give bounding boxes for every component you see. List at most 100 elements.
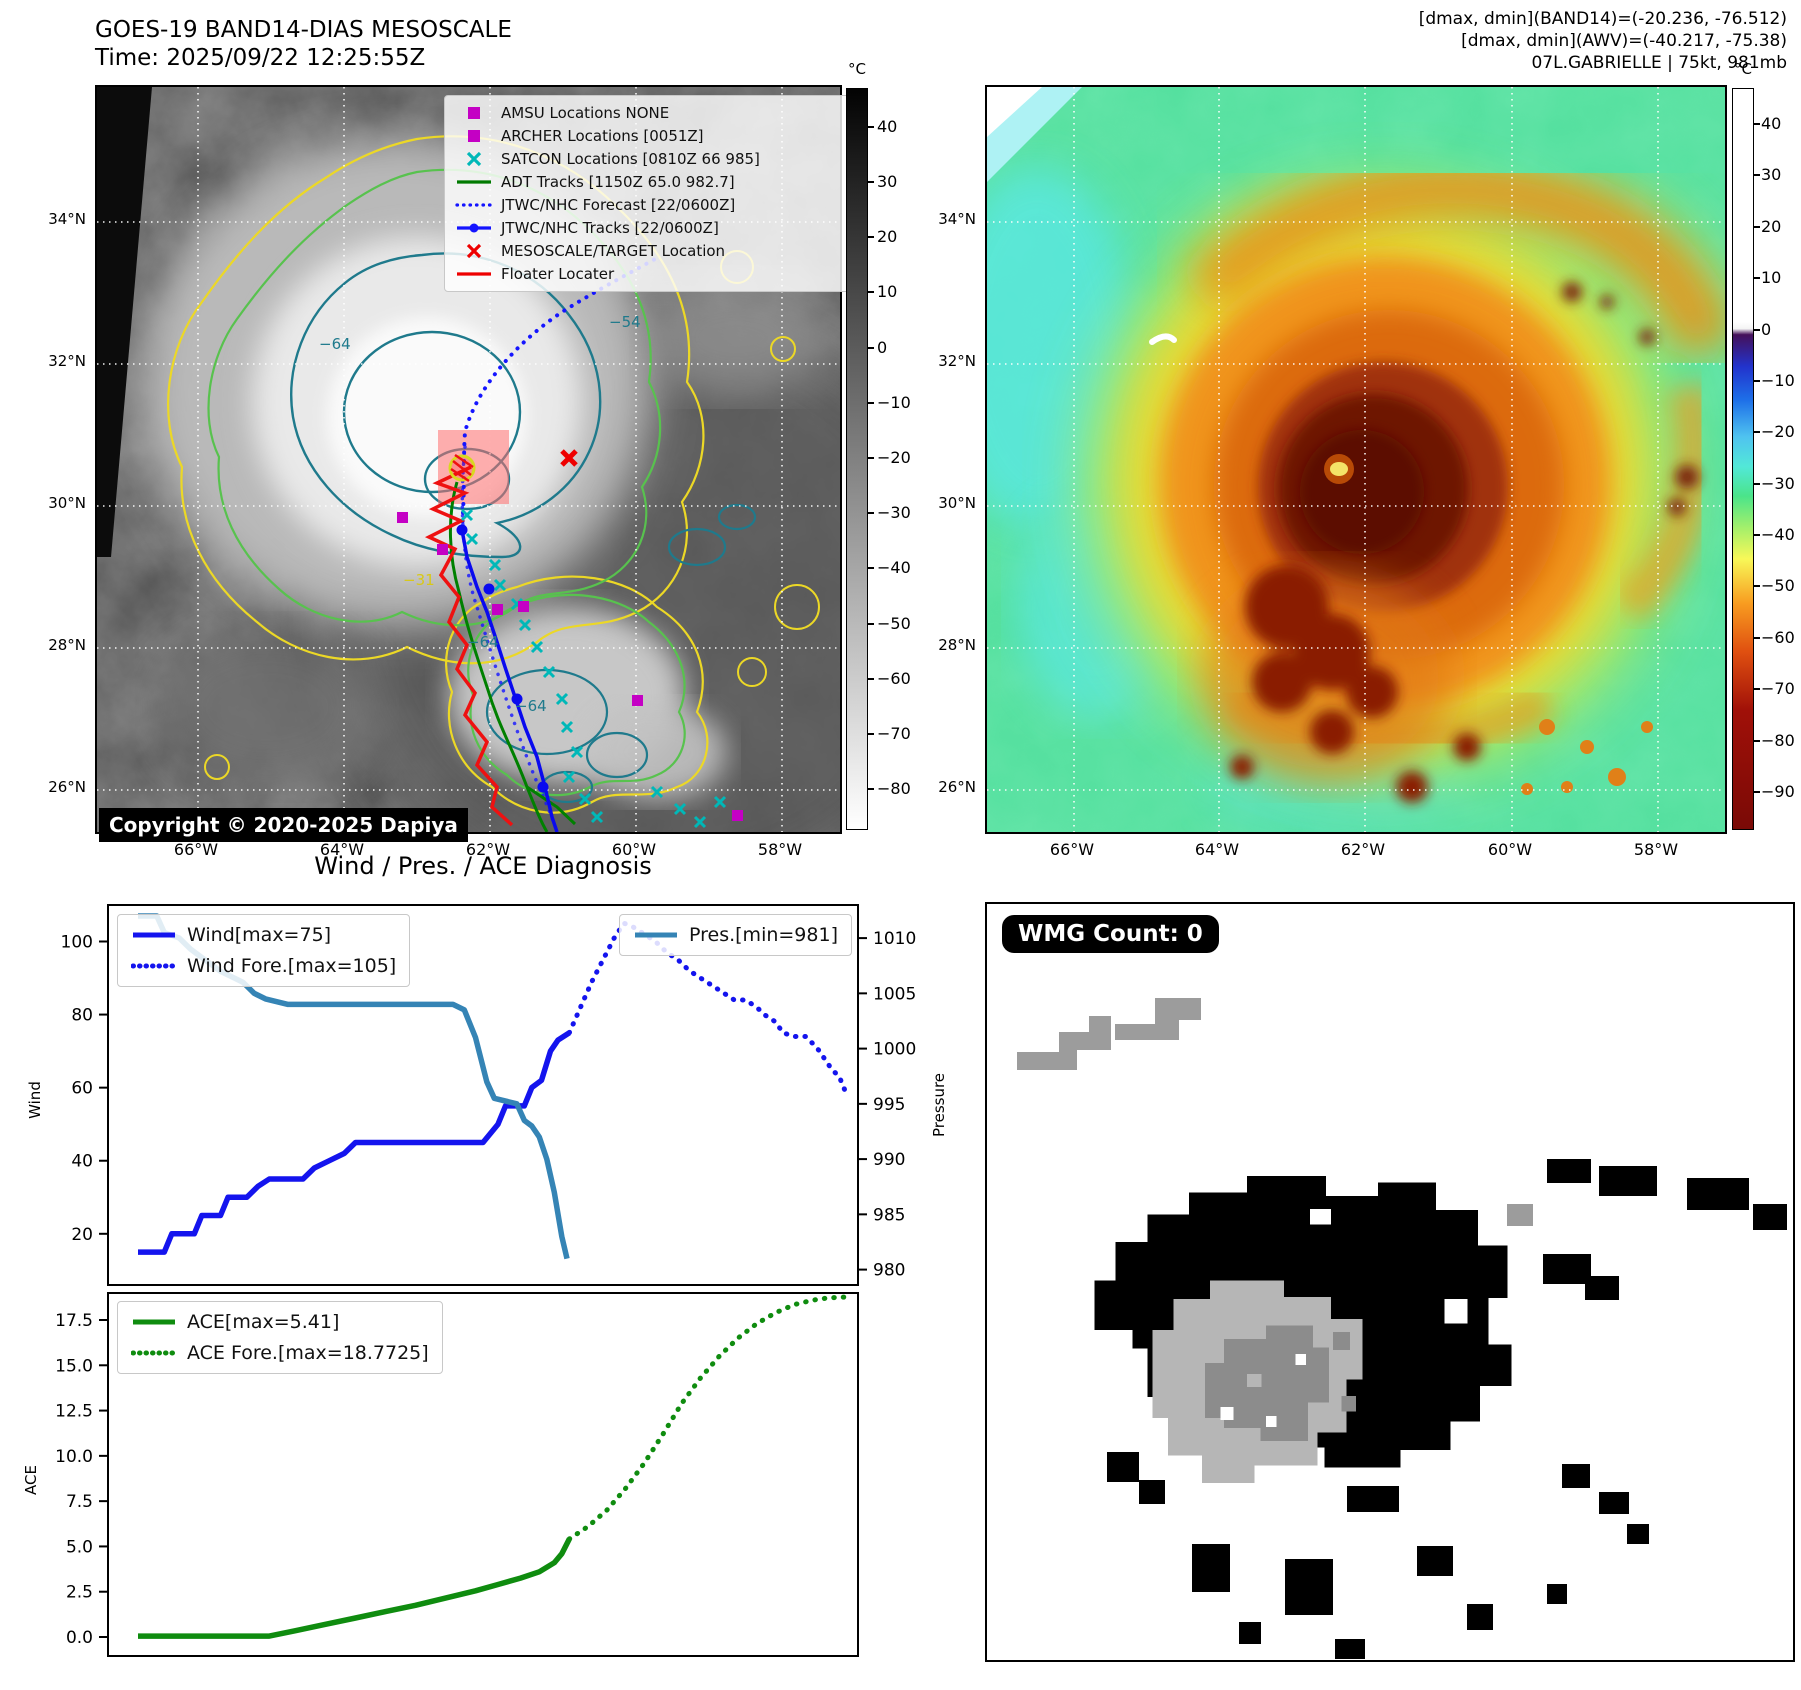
colorbar-tick — [1753, 534, 1760, 537]
lon-label: 66°W — [173, 840, 219, 859]
band14-colorbar — [846, 88, 868, 830]
chart-legend-item: Wind Fore.[max=105] — [131, 955, 396, 977]
enhanced-ir-map-panel — [985, 85, 1727, 834]
x-legend-marker-icon — [466, 151, 482, 167]
y-axis-tick-label: 1005 — [873, 984, 916, 1004]
lat-label: 26°N — [48, 778, 86, 796]
colorbar-tick-label: −30 — [877, 503, 911, 523]
panel2-header: [dmax, dmin](BAND14)=(-20.236, -76.512) … — [1419, 8, 1787, 74]
colorbar-tick — [1753, 431, 1760, 434]
lat-label: 30°N — [938, 494, 976, 512]
y-axis-tick-label: 995 — [873, 1095, 905, 1115]
y-axis-tick-label: 40 — [71, 1152, 93, 1172]
y-axis-tick-label: 7.5 — [66, 1492, 93, 1512]
colorbar-tick-label: 10 — [877, 282, 898, 302]
wmg-count-badge: WMG Count: 0 — [1002, 915, 1219, 953]
chart-legend-item: Wind[max=75] — [131, 924, 396, 946]
colorbar-tick — [867, 622, 874, 625]
contour-label: −54 — [609, 313, 641, 331]
colorbar-tick — [1753, 328, 1760, 331]
graticule-gridlines — [987, 87, 1725, 832]
y-axis-tick-label: 990 — [873, 1150, 905, 1170]
colorbar-tick — [867, 125, 874, 128]
charts-section-title: Wind / Pres. / ACE Diagnosis — [314, 852, 652, 880]
white-cloud-wisp — [1149, 333, 1177, 345]
line-legend-marker-icon — [635, 932, 677, 938]
band14-map-panel: −64 −54 −31 −64 −64 AMSU Locations NONE ARCHE… — [95, 85, 858, 842]
colorbar-tick — [867, 677, 874, 680]
y-axis-tick-label: 60 — [71, 1079, 93, 1099]
lat-label: 32°N — [48, 352, 86, 370]
colorbar-tick — [867, 512, 874, 515]
chart-legend-label: ACE Fore.[max=18.7725] — [187, 1342, 429, 1364]
lon-label: 62°W — [1340, 840, 1386, 859]
legend-item: Floater Locater — [455, 265, 847, 283]
colorbar-tick-label: 30 — [1761, 165, 1782, 185]
wmg-black-mass — [1094, 1176, 1512, 1483]
dotted-legend-marker-icon — [131, 1350, 177, 1356]
colorbar-tick — [867, 788, 874, 791]
legend-item: JTWC/NHC Tracks [22/0600Z] — [455, 219, 847, 237]
legend-item: ADT Tracks [1150Z 65.0 982.7] — [455, 173, 847, 191]
legend-item: MESOSCALE/TARGET Location — [455, 242, 847, 260]
dotted-legend-marker-icon — [455, 203, 493, 207]
lon-label: 58°W — [1633, 840, 1679, 859]
line-legend-marker-icon — [457, 180, 491, 184]
colorbar-unit: °C — [848, 60, 866, 78]
colorbar-unit: °C — [1734, 60, 1752, 78]
contour-label: −64 — [467, 633, 499, 651]
ir-colorbar — [1732, 88, 1754, 830]
legend-item: JTWC/NHC Forecast [22/0600Z] — [455, 196, 847, 214]
contour-label: −64 — [319, 335, 351, 353]
lon-label: 64°W — [1194, 840, 1240, 859]
target-x-marker — [560, 449, 578, 467]
colorbar-tick — [867, 180, 874, 183]
chart-legend: Pres.[min=981] — [619, 914, 852, 956]
colorbar-tick — [1753, 688, 1760, 691]
lat-label: 30°N — [48, 494, 86, 512]
enhanced-ir-satellite-image — [987, 87, 1725, 832]
dmax-dmin-band14: [dmax, dmin](BAND14)=(-20.236, -76.512) — [1418, 9, 1787, 29]
y-axis-tick-label: 1010 — [873, 929, 916, 949]
copyright: Copyright © 2020-2025 Dapiya — [99, 808, 468, 842]
chart-legend-label: Pres.[min=981] — [689, 924, 838, 946]
chart-legend: Wind[max=75] Wind Fore.[max=105] — [117, 914, 411, 987]
colorbar-tick — [1753, 122, 1760, 125]
lon-label: 64°W — [319, 840, 365, 859]
dmax-dmin-awv: [dmax, dmin](AWV)=(-40.217, -75.38) — [1461, 31, 1787, 52]
colorbar-tick — [1753, 791, 1760, 794]
line-legend-marker-icon — [457, 272, 491, 276]
colorbar-tick — [1753, 225, 1760, 228]
axis-title: Wind — [26, 1081, 44, 1119]
hurricane-art — [1082, 146, 1725, 803]
timestamp: Time: 2025/09/22 12:25:55Z — [95, 45, 426, 72]
colorbar-tick-label: 10 — [1761, 268, 1782, 288]
colorbar-tick — [867, 567, 874, 570]
y-axis-tick-label: 985 — [873, 1205, 905, 1225]
lon-label: 60°W — [611, 840, 657, 859]
wmg-pixel-image — [1017, 998, 1787, 1659]
colorbar-tick — [1753, 636, 1760, 639]
legend-item-label: JTWC/NHC Forecast [22/0600Z] — [501, 196, 736, 214]
colorbar-tick — [867, 457, 874, 459]
colorbar-tick-label: −30 — [1761, 473, 1795, 493]
legend-item-label: SATCON Locations [0810Z 66 985] — [501, 150, 760, 168]
colorbar-tick-label: −80 — [1761, 730, 1795, 750]
floater-track — [424, 465, 514, 827]
x-legend-marker-icon — [466, 243, 482, 259]
lat-label: 28°N — [48, 636, 86, 654]
colorbar-tick-label: −50 — [1761, 576, 1795, 596]
colorbar-tick — [1753, 739, 1760, 742]
wmg-scatter-pixels — [1107, 1159, 1787, 1659]
legend-item: AMSU Locations NONE — [455, 104, 847, 122]
jtwc-track — [460, 529, 559, 832]
colorbar-tick-label: 20 — [877, 227, 898, 247]
chart-legend-item: ACE[max=5.41] — [131, 1311, 429, 1333]
series-Wind[max=75] — [138, 1030, 571, 1255]
colorbar-tick — [1753, 277, 1760, 280]
y-axis-tick-label: 17.5 — [55, 1311, 93, 1331]
colorbar-tick — [1753, 174, 1760, 177]
y-axis-tick-label: 980 — [873, 1261, 905, 1281]
lon-label: 58°W — [757, 840, 803, 859]
